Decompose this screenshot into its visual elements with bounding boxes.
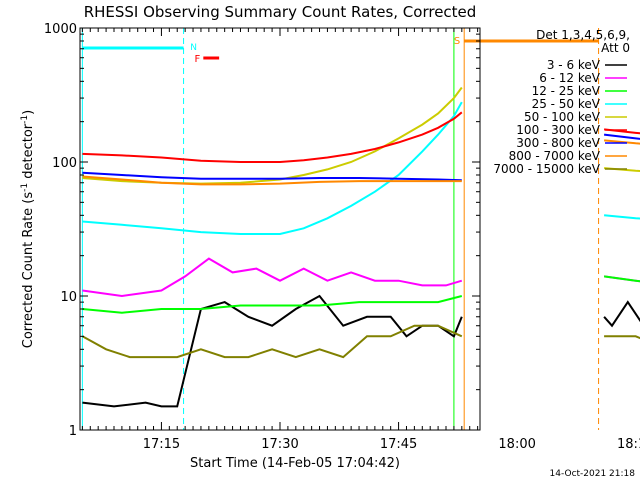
- series-6: [82, 133, 640, 182]
- legend-header-attenuator: Att 0: [601, 41, 630, 55]
- series-2: [82, 275, 640, 314]
- x-tick-label-3: 18:00: [498, 437, 535, 452]
- legend-label-7: 800 - 7000 keV: [509, 149, 601, 163]
- y-axis: 1 10 100 1000: [44, 22, 480, 439]
- legend-label-8: 7000 - 15000 keV: [493, 162, 600, 176]
- legend-label-4: 50 - 100 keV: [524, 110, 601, 124]
- series-2-segment-0: [82, 295, 463, 314]
- legend-header-detectors: Det 1,3,4,5,6,9,: [536, 28, 630, 42]
- y-axis-label-main: Corrected Count Rate (s: [21, 192, 36, 349]
- x-tick-label-2: 17:45: [380, 437, 417, 452]
- annotations: S FN: [82, 36, 599, 65]
- data-series: [81, 86, 640, 408]
- series-5-segment-0: [82, 111, 463, 163]
- series-8: [81, 324, 640, 359]
- series-0-segment-1: [603, 300, 640, 328]
- vertical-markers: [81, 28, 600, 430]
- legend-label-3: 25 - 50 keV: [532, 97, 601, 111]
- series-1-segment-0: [82, 257, 463, 298]
- chart-title: RHESSI Observing Summary Count Rates, Co…: [84, 3, 477, 21]
- series-8-segment-0: [81, 324, 463, 359]
- legend-label-0: 3 - 6 keV: [547, 58, 601, 72]
- legend-label-6: 300 - 800 keV: [516, 136, 600, 150]
- flare-label: F: [195, 54, 201, 65]
- y-axis-label-mid: detector: [21, 123, 36, 183]
- series-5-segment-1: [603, 128, 640, 135]
- x-tick-label-0: 17:15: [143, 437, 180, 452]
- series-4-segment-1: [604, 167, 640, 172]
- y-tick-label-3: 1000: [44, 22, 77, 37]
- y-tick-label-2: 100: [52, 156, 77, 171]
- x-axis-label: Start Time (14-Feb-05 17:04:42): [190, 456, 400, 471]
- legend-label-1: 6 - 12 keV: [539, 71, 601, 85]
- y-tick-label-0: 1: [69, 424, 77, 439]
- series-3-segment-1: [604, 214, 640, 220]
- y-axis-label-end: ): [21, 110, 36, 115]
- footer-timestamp: 14-Oct-2021 21:18: [550, 469, 636, 479]
- series-7: [82, 139, 640, 186]
- series-7-segment-0: [82, 175, 462, 186]
- y-tick-label-1: 10: [60, 290, 77, 305]
- y-axis-label-exp2: -1: [20, 115, 30, 124]
- series-6-segment-1: [603, 133, 640, 140]
- night-label: N: [190, 43, 197, 53]
- x-tick-label-1: 17:30: [261, 437, 298, 452]
- x-tick-label-4: 18:15: [617, 437, 640, 452]
- y-axis-label-exp1: -1: [20, 183, 30, 192]
- series-7-segment-1: [604, 139, 640, 145]
- saa-label: S: [454, 36, 460, 47]
- series-2-segment-1: [603, 275, 640, 283]
- series-6-segment-0: [82, 171, 462, 182]
- series-3: [82, 101, 640, 235]
- legend-label-2: 12 - 25 keV: [532, 84, 601, 98]
- y-axis-label: Corrected Count Rate (s-1 detector-1): [20, 110, 36, 348]
- series-3-segment-0: [82, 101, 463, 235]
- legend-label-5: 100 - 300 keV: [516, 123, 600, 137]
- series-5: [82, 111, 640, 163]
